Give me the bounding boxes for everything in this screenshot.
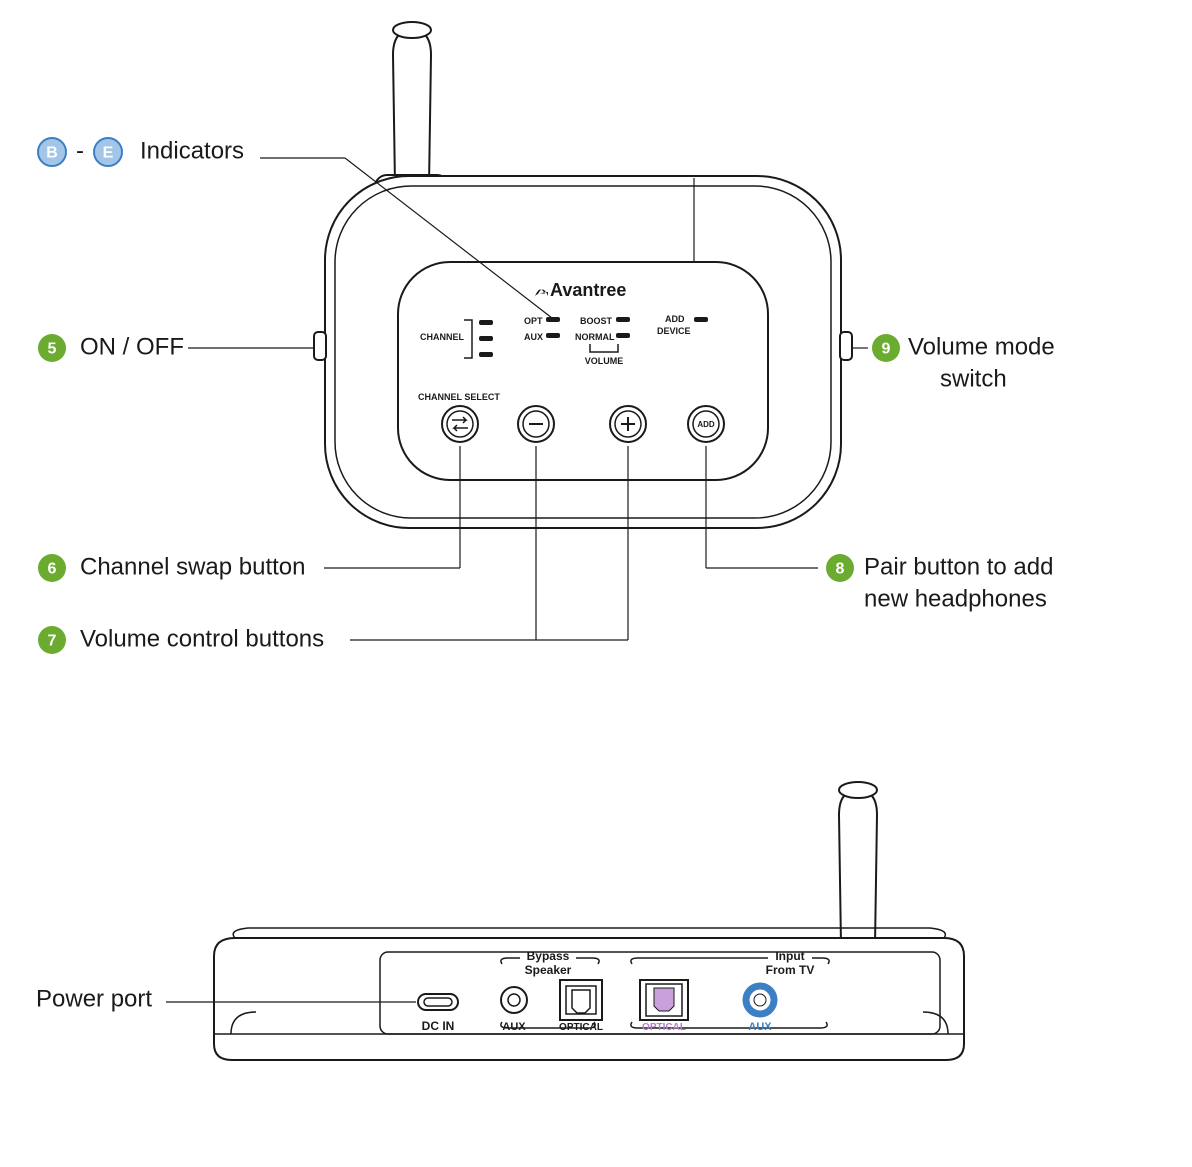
badge-5-text: 5 (48, 341, 57, 358)
top-antenna (375, 22, 449, 199)
pair-label-l2: new headphones (864, 585, 1047, 612)
input-l1: Input (775, 949, 804, 963)
boost-label: BOOST (580, 316, 613, 326)
volume-label: VOLUME (585, 356, 624, 366)
volume-mode-label-l2: switch (940, 365, 1007, 392)
badge-e-text: E (103, 145, 114, 162)
power-port-label: Power port (36, 985, 152, 1012)
badge-6-text: 6 (48, 561, 57, 578)
aux-label: AUX (524, 332, 543, 342)
dc-in-label: DC IN (422, 1019, 455, 1033)
device-label: DEVICE (657, 326, 691, 336)
opt-label: OPT (524, 316, 543, 326)
callout-volume-mode: 9 Volume mode switch (852, 333, 1055, 392)
callout-on-off: 5 ON / OFF (38, 333, 314, 362)
on-off-label: ON / OFF (80, 333, 184, 360)
volume-mode-label-l1: Volume mode (908, 333, 1055, 360)
badge-8-text: 8 (836, 561, 845, 578)
bypass-l2: Speaker (525, 963, 572, 977)
bypass-optical-label: OPTICAL (559, 1022, 603, 1033)
input-l2: From TV (766, 963, 815, 977)
channel-swap-label: Channel swap button (80, 553, 306, 580)
svg-text:-: - (76, 137, 84, 164)
volume-mode-switch-nub (840, 332, 852, 360)
add-label: ADD (665, 314, 685, 324)
pair-label-l1: Pair button to add (864, 553, 1053, 580)
channel-select-label: CHANNEL SELECT (418, 392, 500, 402)
bypass-l1: Bypass (527, 949, 570, 963)
normal-label: NORMAL (575, 332, 615, 342)
add-button-text: ADD (697, 420, 715, 429)
input-optical-label: OPTICAL (642, 1022, 686, 1033)
badge-7-text: 7 (48, 633, 57, 650)
diagram-root: Avantree CHANNEL OPT AUX BOOST NORMAL VO… (0, 0, 1192, 1167)
badge-9-text: 9 (882, 341, 891, 358)
volume-control-label: Volume control buttons (80, 625, 324, 652)
bypass-optical-port (560, 980, 602, 1020)
brand-text: Avantree (550, 280, 626, 300)
indicators-label: Indicators (140, 137, 244, 164)
channel-label: CHANNEL (420, 332, 465, 342)
bypass-aux-label: AUX (502, 1021, 526, 1033)
input-aux-label: AUX (748, 1021, 772, 1033)
bypass-aux-port (501, 987, 527, 1013)
input-optical-port (640, 980, 688, 1020)
on-off-button-nub (314, 332, 326, 360)
badge-b-text: B (46, 145, 58, 162)
